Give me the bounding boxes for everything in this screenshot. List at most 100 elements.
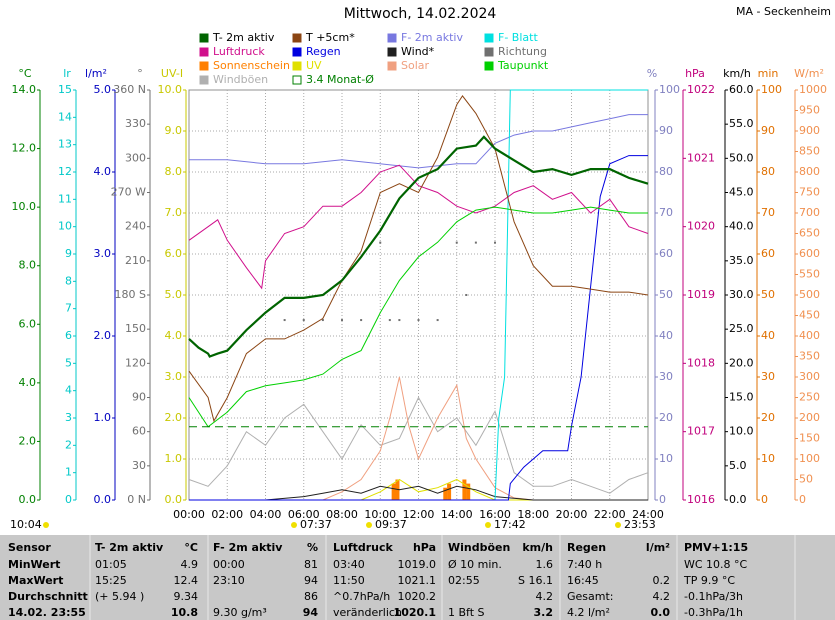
table-header: hPa: [413, 541, 436, 554]
legend-label: Taupunkt: [497, 59, 549, 72]
legend-swatch: [199, 61, 209, 71]
y-tick-label: 6: [65, 329, 72, 342]
legend-swatch: [387, 61, 397, 71]
sun-icon: [366, 522, 372, 528]
table-cell: 0.0: [651, 606, 671, 619]
legend-label: F- 2m aktiv: [401, 31, 463, 44]
sun-time: 10:04: [10, 518, 42, 531]
y-tick-label: 12: [58, 165, 72, 178]
table-header: PMV+1:15: [684, 541, 748, 554]
table-cell: 4.9: [181, 558, 199, 571]
legend-label: Windböen: [213, 73, 268, 86]
y-tick-label: 50.0: [729, 151, 754, 164]
x-tick-label: 20:00: [556, 508, 588, 521]
y-tick-label: 6.0: [19, 317, 37, 330]
table-cell: 81: [304, 558, 318, 571]
y-tick-label: 500: [799, 288, 820, 301]
y-tick-label: 5.0: [729, 459, 747, 472]
y-tick-label: 1.0: [165, 452, 183, 465]
legend-label: F- Blatt: [498, 31, 538, 44]
legend-label: T- 2m aktiv: [212, 31, 275, 44]
y-tick-label: 10: [659, 452, 673, 465]
table-cell: 03:40: [333, 558, 365, 571]
y-tick-label: 60.0: [729, 83, 754, 96]
sun-time: 09:37: [375, 518, 407, 531]
y-tick-label: 2.0: [165, 411, 183, 424]
legend-label: T +5cm*: [305, 31, 355, 44]
y-tick-label: 60: [761, 247, 775, 260]
x-tick-label: 02:00: [211, 508, 243, 521]
table-cell: 1021.1: [398, 574, 437, 587]
direction-dot: [455, 241, 458, 244]
y-tick-label: 25.0: [729, 322, 754, 335]
y-tick-label: 150: [125, 322, 146, 335]
y-tick-label: 2.0: [94, 329, 112, 342]
direction-dot: [465, 294, 468, 296]
direction-dot: [388, 319, 391, 322]
table-header: Luftdruck: [333, 541, 394, 554]
table-cell: 15:25: [95, 574, 127, 587]
table-cell: 94: [304, 574, 318, 587]
y-tick-label: 11: [58, 192, 72, 205]
series-line: [188, 95, 649, 423]
table-cell: 11:50: [333, 574, 365, 587]
y-tick-label: 8: [65, 274, 72, 287]
table-cell: 14.02. 23:55: [8, 606, 86, 619]
y-tick-label: 4: [65, 384, 72, 397]
table-cell: MinWert: [8, 558, 60, 571]
y-tick-label: 550: [799, 268, 820, 281]
y-tick-label: 5.0: [165, 288, 183, 301]
direction-dot: [436, 319, 439, 322]
y-tick-label: 650: [799, 227, 820, 240]
table-cell: 12.4: [174, 574, 199, 587]
series-line: [189, 155, 648, 501]
y-tick-label: 0.0: [19, 493, 37, 506]
y-tick-label: 55.0: [729, 117, 754, 130]
y-tick-label: 10: [761, 452, 775, 465]
y-tick-label: 40: [761, 329, 775, 342]
axis-unit: hPa: [685, 67, 705, 80]
y-tick-label: 10.0: [158, 83, 183, 96]
y-tick-label: 20.0: [729, 356, 754, 369]
y-tick-label: 250: [799, 391, 820, 404]
y-tick-label: 50: [659, 288, 673, 301]
y-tick-label: 14: [58, 110, 72, 123]
y-tick-label: 350: [799, 350, 820, 363]
table-cell: TP 9.9 °C: [683, 574, 735, 587]
axis-unit: W/m²: [794, 67, 824, 80]
y-tick-label: 400: [799, 329, 820, 342]
x-tick-label: 22:00: [594, 508, 626, 521]
table-cell: 4.2: [536, 590, 554, 603]
direction-dot: [417, 319, 420, 322]
table-cell: 1 Bft S: [448, 606, 485, 619]
y-tick-label: 330: [125, 117, 146, 130]
table-cell: -0.1hPa/3h: [684, 590, 743, 603]
table-cell: 4.2: [653, 590, 671, 603]
sunshine-bar: [462, 479, 467, 500]
table-cell: S 16.1: [518, 574, 553, 587]
axis-unit: min: [758, 67, 779, 80]
y-tick-label: 20: [761, 411, 775, 424]
y-tick-label: 360 N: [113, 83, 146, 96]
y-tick-label: 90: [761, 124, 775, 137]
series-line: [188, 135, 649, 358]
table-cell: 86: [304, 590, 318, 603]
y-tick-label: 100: [761, 83, 782, 96]
y-tick-label: 13: [58, 138, 72, 151]
y-tick-label: 30: [132, 459, 146, 472]
y-tick-label: 0: [761, 493, 768, 506]
sunshine-bar: [447, 483, 452, 500]
legend-swatch: [199, 47, 209, 57]
series-line: [189, 485, 648, 501]
y-tick-label: 10.0: [729, 425, 754, 438]
x-tick-label: 16:00: [479, 508, 511, 521]
sunshine-bar: [391, 483, 396, 500]
series-line: [189, 376, 648, 501]
series-line: [188, 206, 648, 428]
legend-swatch: [199, 75, 209, 85]
y-tick-label: 50: [799, 473, 813, 486]
table-cell: Durchschnitt: [8, 590, 88, 603]
y-tick-label: 14.0: [12, 83, 37, 96]
axis-unit: °C: [18, 67, 32, 80]
legend-swatch: [387, 47, 397, 57]
